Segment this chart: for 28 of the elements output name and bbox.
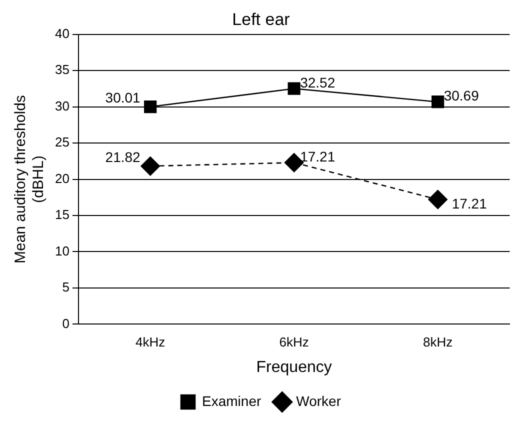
point (428, 190, 448, 210)
point (144, 100, 157, 114)
data-label: 21.82 (105, 148, 141, 165)
point (140, 156, 160, 176)
y-tick-label: 10 (54, 243, 70, 258)
point (432, 96, 444, 108)
y-tick-label: 35 (54, 62, 70, 78)
y-tick-label: 5 (62, 280, 70, 295)
y-tick-label: 20 (54, 170, 70, 186)
y-axis-title: Mean auditory thresholds (dBHL) (12, 95, 48, 264)
y-tick-label: 40 (54, 26, 70, 41)
chart-title: Left ear (232, 10, 290, 29)
y-tick-label: 30 (54, 98, 70, 114)
data-label: 17.21 (452, 195, 488, 212)
point (288, 82, 300, 95)
data-label: 30.01 (105, 90, 141, 106)
y-tick-label: 15 (54, 207, 70, 222)
data-label: 32.52 (300, 74, 336, 90)
data-label: 30.69 (444, 88, 480, 104)
legend-label: Worker (296, 392, 342, 409)
x-tick-label: 8kHz (423, 334, 453, 350)
y-tick-label: 25 (54, 134, 70, 150)
x-tick-label: 6kHz (279, 334, 309, 350)
y-tick-label: 0 (62, 316, 70, 331)
x-tick-label: 4kHz (136, 334, 166, 350)
legend-label: Examiner (202, 392, 262, 409)
x-axis-title: Frequency (256, 358, 332, 376)
annotation: 17.21 (300, 148, 336, 164)
